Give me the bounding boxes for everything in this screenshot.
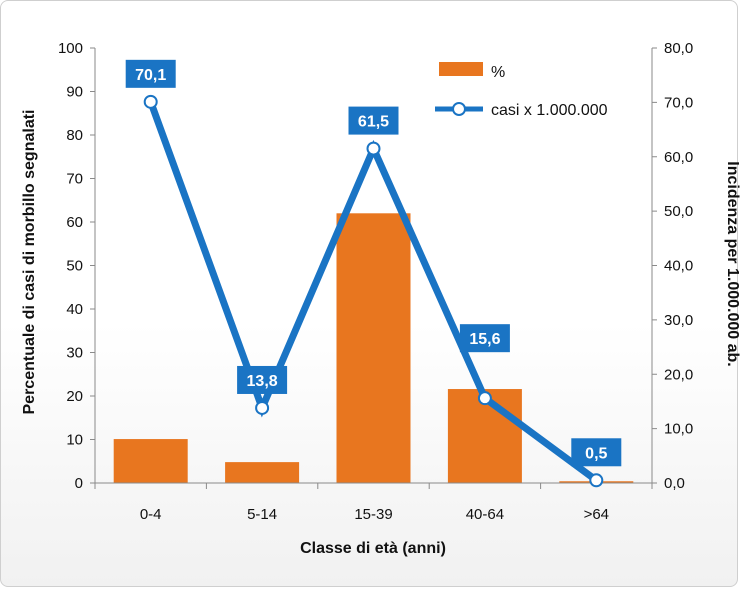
- y-axis-title: Percentuale di casi di morbillo segnalat…: [21, 110, 38, 415]
- y2-tick-label: 60,0: [664, 149, 693, 166]
- data-label-bg: [237, 365, 288, 394]
- data-label-bg: [459, 324, 510, 353]
- y-tick-label: 100: [58, 40, 83, 57]
- y-tick-label: 40: [66, 301, 83, 318]
- y2-tick-label: 40,0: [664, 258, 693, 275]
- bar-15-39: [336, 213, 411, 484]
- legend-label-bar: %: [491, 64, 505, 81]
- y2-tick-label: 80,0: [664, 40, 693, 57]
- data-label: 13,8: [247, 373, 278, 390]
- legend-swatch-marker: [452, 102, 466, 116]
- data-label-bg: [125, 59, 176, 88]
- point-5-14: [255, 400, 270, 415]
- y2-tick-label: 0,0: [664, 475, 685, 492]
- y-tick-label: 30: [66, 345, 83, 362]
- bar-series: [113, 213, 634, 484]
- point-40-64: [477, 391, 492, 406]
- y2-tick-label: 50,0: [664, 203, 693, 220]
- legend-label-line: casi x 1.000.000: [491, 102, 608, 119]
- y-tick-label: 60: [66, 214, 83, 231]
- point-0-4: [143, 94, 158, 109]
- data-label-bg: [348, 106, 399, 135]
- y-tick-label: 20: [66, 388, 83, 405]
- data-label: 70,1: [135, 67, 166, 84]
- x-tick-label: 5-14: [247, 506, 277, 523]
- y-tick-label: 90: [66, 84, 83, 101]
- y2-axis-title: Incidenza per 1.000.000 ab.: [724, 161, 740, 366]
- x-tick-label: 0-4: [140, 506, 162, 523]
- y-tick-label: 10: [66, 432, 83, 449]
- legend-swatch-bar: [439, 62, 483, 76]
- y-tick-label: 80: [66, 127, 83, 144]
- data-label: 0,5: [585, 445, 607, 462]
- x-tick-label: >64: [584, 506, 609, 523]
- y-tick-label: 70: [66, 171, 83, 188]
- y2-tick-label: 30,0: [664, 312, 693, 329]
- point->64: [589, 473, 604, 488]
- legend: % casi x 1.000.000: [435, 62, 608, 119]
- data-label: 61,5: [358, 114, 389, 131]
- line-series: 70,1 13,8 61,5 15,6 0,5: [125, 59, 622, 488]
- x-tick-label: 15-39: [354, 506, 392, 523]
- y2-tick-label: 10,0: [664, 421, 693, 438]
- x-axis-title: Classe di età (anni): [300, 540, 446, 557]
- y-tick-label: 50: [66, 258, 83, 275]
- y2-tick-label: 70,0: [664, 94, 693, 111]
- data-label-bg: [571, 438, 622, 467]
- axes: 0 10 20 30 40 50 60 70 80 90 100 0,0 10,0 20,0 30,0 40,…: [58, 40, 693, 523]
- data-label: 15,6: [469, 331, 500, 348]
- bar-5-14: [225, 462, 300, 483]
- x-tick-label: 40-64: [466, 506, 504, 523]
- y2-tick-label: 20,0: [664, 366, 693, 383]
- point-15-39: [366, 141, 381, 156]
- y-tick-label: 0: [75, 475, 83, 492]
- bar-0-4: [113, 439, 188, 483]
